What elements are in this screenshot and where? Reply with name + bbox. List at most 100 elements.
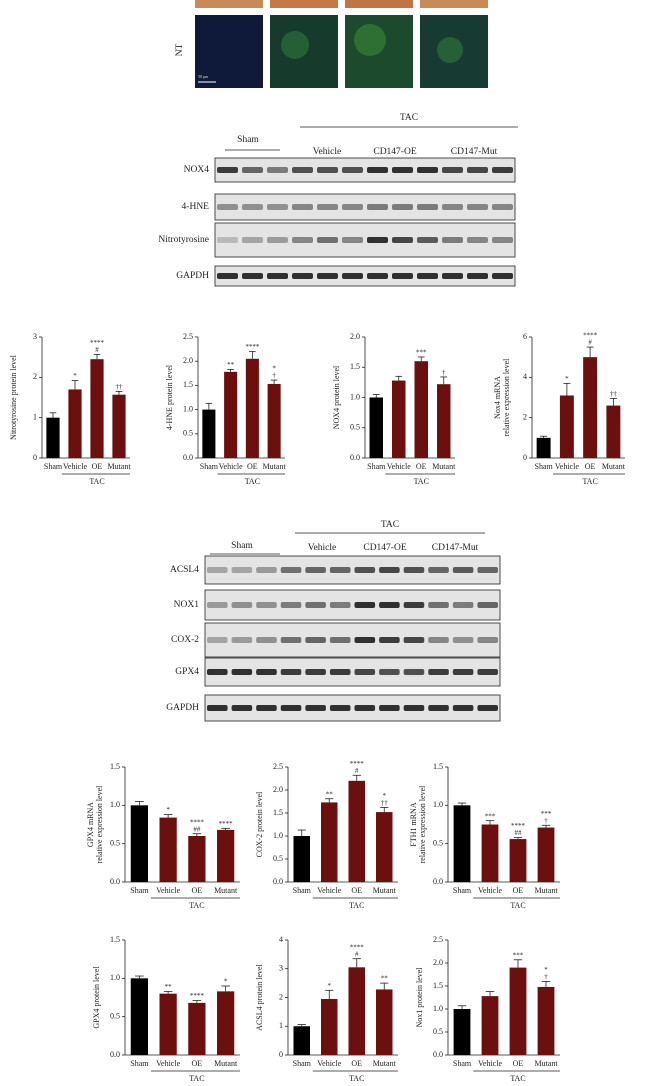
significance: †† bbox=[116, 383, 124, 391]
y-tick-label: 1.5 bbox=[433, 981, 443, 990]
band bbox=[329, 669, 351, 675]
band bbox=[492, 237, 513, 243]
stain bbox=[437, 37, 463, 63]
bar bbox=[112, 394, 126, 458]
x-tick-label: OE bbox=[513, 1059, 524, 1068]
x-tick-label: Mutant bbox=[534, 886, 558, 895]
y-tick-label: 2.0 bbox=[183, 356, 193, 365]
y-tick-label: 0.0 bbox=[350, 453, 360, 462]
significance: # bbox=[355, 767, 359, 775]
band bbox=[231, 637, 253, 643]
significance: * bbox=[544, 966, 548, 974]
x-tick-label: Mutant bbox=[263, 462, 287, 471]
x-tick-label: OE bbox=[416, 462, 427, 471]
y-tick-label: 3 bbox=[279, 964, 283, 973]
band bbox=[280, 669, 302, 675]
y-tick-label: 1.5 bbox=[183, 380, 193, 389]
band bbox=[292, 204, 313, 210]
y-tick-label: 6 bbox=[523, 332, 527, 341]
significance: ** bbox=[326, 790, 334, 798]
x-tick-label: Mutant bbox=[214, 1059, 238, 1068]
band bbox=[207, 669, 228, 675]
y-tick-label: 1 bbox=[33, 412, 37, 421]
y-tick-label: 2.0 bbox=[273, 785, 283, 794]
blot-row-label: Nitrotyrosine bbox=[158, 235, 209, 245]
micrograph-tile bbox=[195, 0, 263, 8]
band bbox=[428, 705, 449, 711]
bar bbox=[293, 836, 310, 882]
blot-row-label: NOX4 bbox=[184, 165, 210, 175]
significance: ** bbox=[165, 983, 173, 991]
x-tick-label: Sham bbox=[535, 462, 554, 471]
y-tick-label: 4 bbox=[523, 372, 527, 381]
y-tick-label: 2.5 bbox=[433, 935, 443, 944]
lane-label: Vehicle bbox=[308, 543, 337, 553]
band bbox=[442, 273, 463, 279]
blot-row-label: NOX1 bbox=[174, 600, 200, 610]
bar bbox=[369, 397, 383, 458]
y-tick-label: 2 bbox=[279, 992, 283, 1001]
band bbox=[305, 602, 326, 608]
y-tick-label: 0.5 bbox=[273, 854, 283, 863]
band bbox=[267, 237, 288, 243]
group-label: TAC bbox=[349, 901, 364, 910]
bar bbox=[536, 437, 551, 458]
y-tick-label: 1.0 bbox=[433, 800, 443, 809]
band bbox=[242, 237, 263, 243]
band bbox=[403, 567, 425, 573]
y-tick-label: 0.0 bbox=[110, 877, 120, 886]
band bbox=[342, 273, 363, 279]
x-tick-label: Mutant bbox=[373, 886, 397, 895]
bar bbox=[245, 358, 259, 458]
band bbox=[280, 602, 302, 608]
band bbox=[467, 237, 488, 243]
x-tick-label: OE bbox=[92, 462, 103, 471]
band bbox=[392, 273, 413, 279]
band bbox=[442, 237, 463, 243]
band bbox=[256, 705, 277, 711]
group-label: TAC bbox=[89, 477, 104, 486]
significance: * bbox=[383, 792, 387, 800]
blot-group-label: TAC bbox=[381, 520, 399, 530]
band bbox=[442, 204, 463, 210]
y-axis-label: Nox4 mRNA bbox=[493, 376, 502, 419]
band bbox=[452, 669, 474, 675]
significance: # bbox=[355, 950, 359, 958]
x-tick-label: Sham bbox=[293, 886, 312, 895]
band bbox=[207, 637, 228, 643]
x-tick-label: Mutant bbox=[602, 462, 626, 471]
y-tick-label: 1.0 bbox=[433, 1004, 443, 1013]
band bbox=[452, 567, 474, 573]
y-tick-label: 0.5 bbox=[350, 423, 360, 432]
group-label: TAC bbox=[349, 1074, 364, 1083]
x-tick-label: Vehicle bbox=[219, 462, 243, 471]
y-axis-label: NOX4 protein level bbox=[332, 365, 341, 429]
x-tick-label: OE bbox=[513, 886, 524, 895]
significance: **** bbox=[583, 332, 598, 340]
band bbox=[379, 567, 400, 573]
bar bbox=[159, 817, 177, 882]
blot-panel bbox=[214, 265, 516, 287]
x-tick-label: Mutant bbox=[214, 886, 238, 895]
band bbox=[428, 637, 449, 643]
y-tick-label: 0.0 bbox=[110, 1050, 120, 1059]
y-axis-label: COX-2 protein level bbox=[255, 791, 264, 858]
band bbox=[280, 637, 302, 643]
significance: **** bbox=[219, 820, 234, 828]
band bbox=[442, 167, 463, 173]
y-tick-label: 1.0 bbox=[110, 973, 120, 982]
bar bbox=[130, 805, 148, 882]
lane-label: Sham bbox=[231, 541, 253, 551]
lane-label: CD147-OE bbox=[373, 147, 416, 157]
y-tick-label: 0 bbox=[523, 453, 527, 462]
band bbox=[217, 167, 238, 173]
x-tick-label: Mutant bbox=[373, 1059, 397, 1068]
band bbox=[292, 167, 313, 173]
band bbox=[403, 637, 425, 643]
band bbox=[305, 637, 326, 643]
y-tick-label: 0.5 bbox=[110, 1011, 120, 1020]
band bbox=[354, 602, 376, 608]
bar bbox=[583, 357, 598, 458]
band bbox=[367, 237, 388, 243]
significance: # bbox=[588, 339, 592, 347]
